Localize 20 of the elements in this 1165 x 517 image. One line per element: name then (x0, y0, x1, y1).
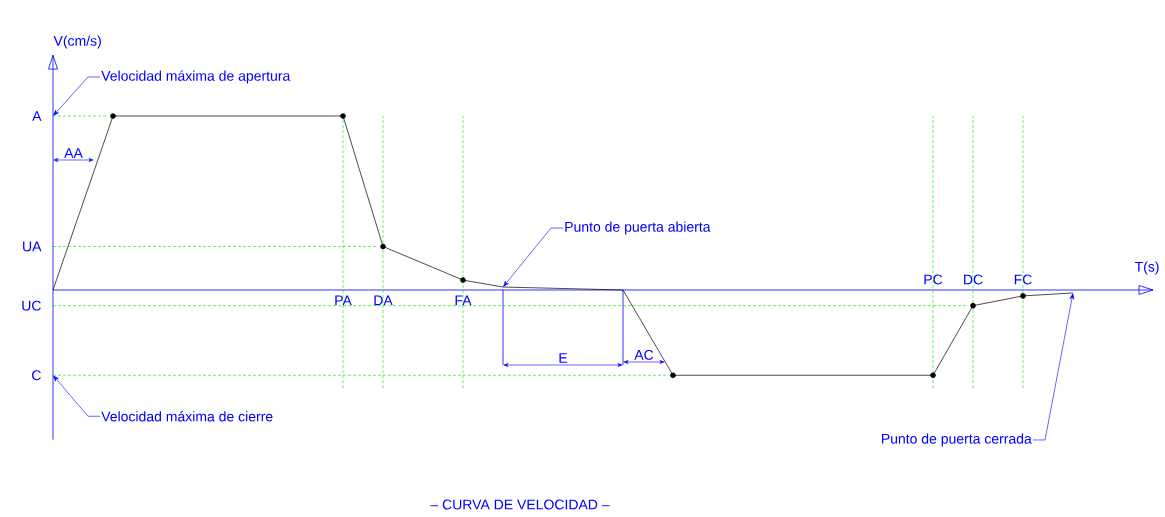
ref-line-label: A (32, 111, 42, 121)
x-tick-label: PC (924, 274, 943, 285)
annotation: AC (634, 349, 654, 360)
text: Punto de puerta cerrada (881, 433, 1032, 447)
x-tick-label: DA (374, 295, 393, 306)
x-tick-label: PA (335, 295, 352, 306)
x-axis-title: T(s) (1134, 261, 1159, 275)
y-axis-title: V(cm/s) (53, 35, 101, 49)
text: – CURVA DE VELOCIDAD – (430, 499, 610, 510)
annotation: AA (64, 148, 83, 158)
x-tick-label: FA (455, 295, 472, 306)
x-tick-label: FC (1014, 274, 1032, 285)
text: Velocidad máxima de cierre (101, 411, 273, 422)
x-tick-label: DC (964, 274, 983, 285)
ref-line-label: C (32, 370, 41, 381)
ref-line-label: UA (23, 241, 42, 252)
annotation: E (559, 353, 568, 363)
text: Velocidad máxima de apertura (101, 70, 291, 84)
annotation: Punto de puerta abierta (565, 221, 711, 235)
ref-line-label: UC (22, 300, 41, 311)
